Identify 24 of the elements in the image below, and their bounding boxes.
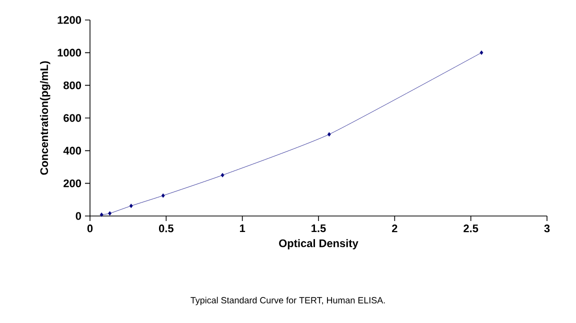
x-axis-title: Optical Density	[279, 239, 358, 250]
y-tick-label: 0	[76, 212, 82, 220]
y-tick-label: 600	[64, 114, 82, 122]
point	[129, 204, 133, 208]
y-tick-label: 800	[64, 81, 82, 90]
y-tick-label: 1200	[58, 16, 82, 24]
x-tick-label: 2	[392, 224, 398, 232]
y-tick-label: 1000	[58, 48, 82, 57]
text: Typical Standard Curve for TERT, Human ELISA.	[190, 296, 385, 306]
y-tick-label: 200	[64, 179, 82, 188]
x-tick-label: 3	[544, 224, 550, 232]
x-tick-label: 1	[240, 224, 246, 232]
x-tick-label: 0	[87, 224, 93, 232]
point	[100, 212, 104, 217]
x-tick-label: 0.5	[158, 224, 174, 232]
y-axis-title: Concentration(pg/mL)	[40, 61, 50, 175]
point	[220, 172, 224, 178]
point	[327, 132, 331, 137]
x-tick-label: 1.5	[312, 224, 326, 232]
point	[108, 211, 112, 216]
y-tick-label: 400	[63, 146, 82, 155]
x-tick-label: 2.5	[464, 224, 478, 232]
point	[480, 50, 484, 55]
point	[161, 193, 165, 198]
